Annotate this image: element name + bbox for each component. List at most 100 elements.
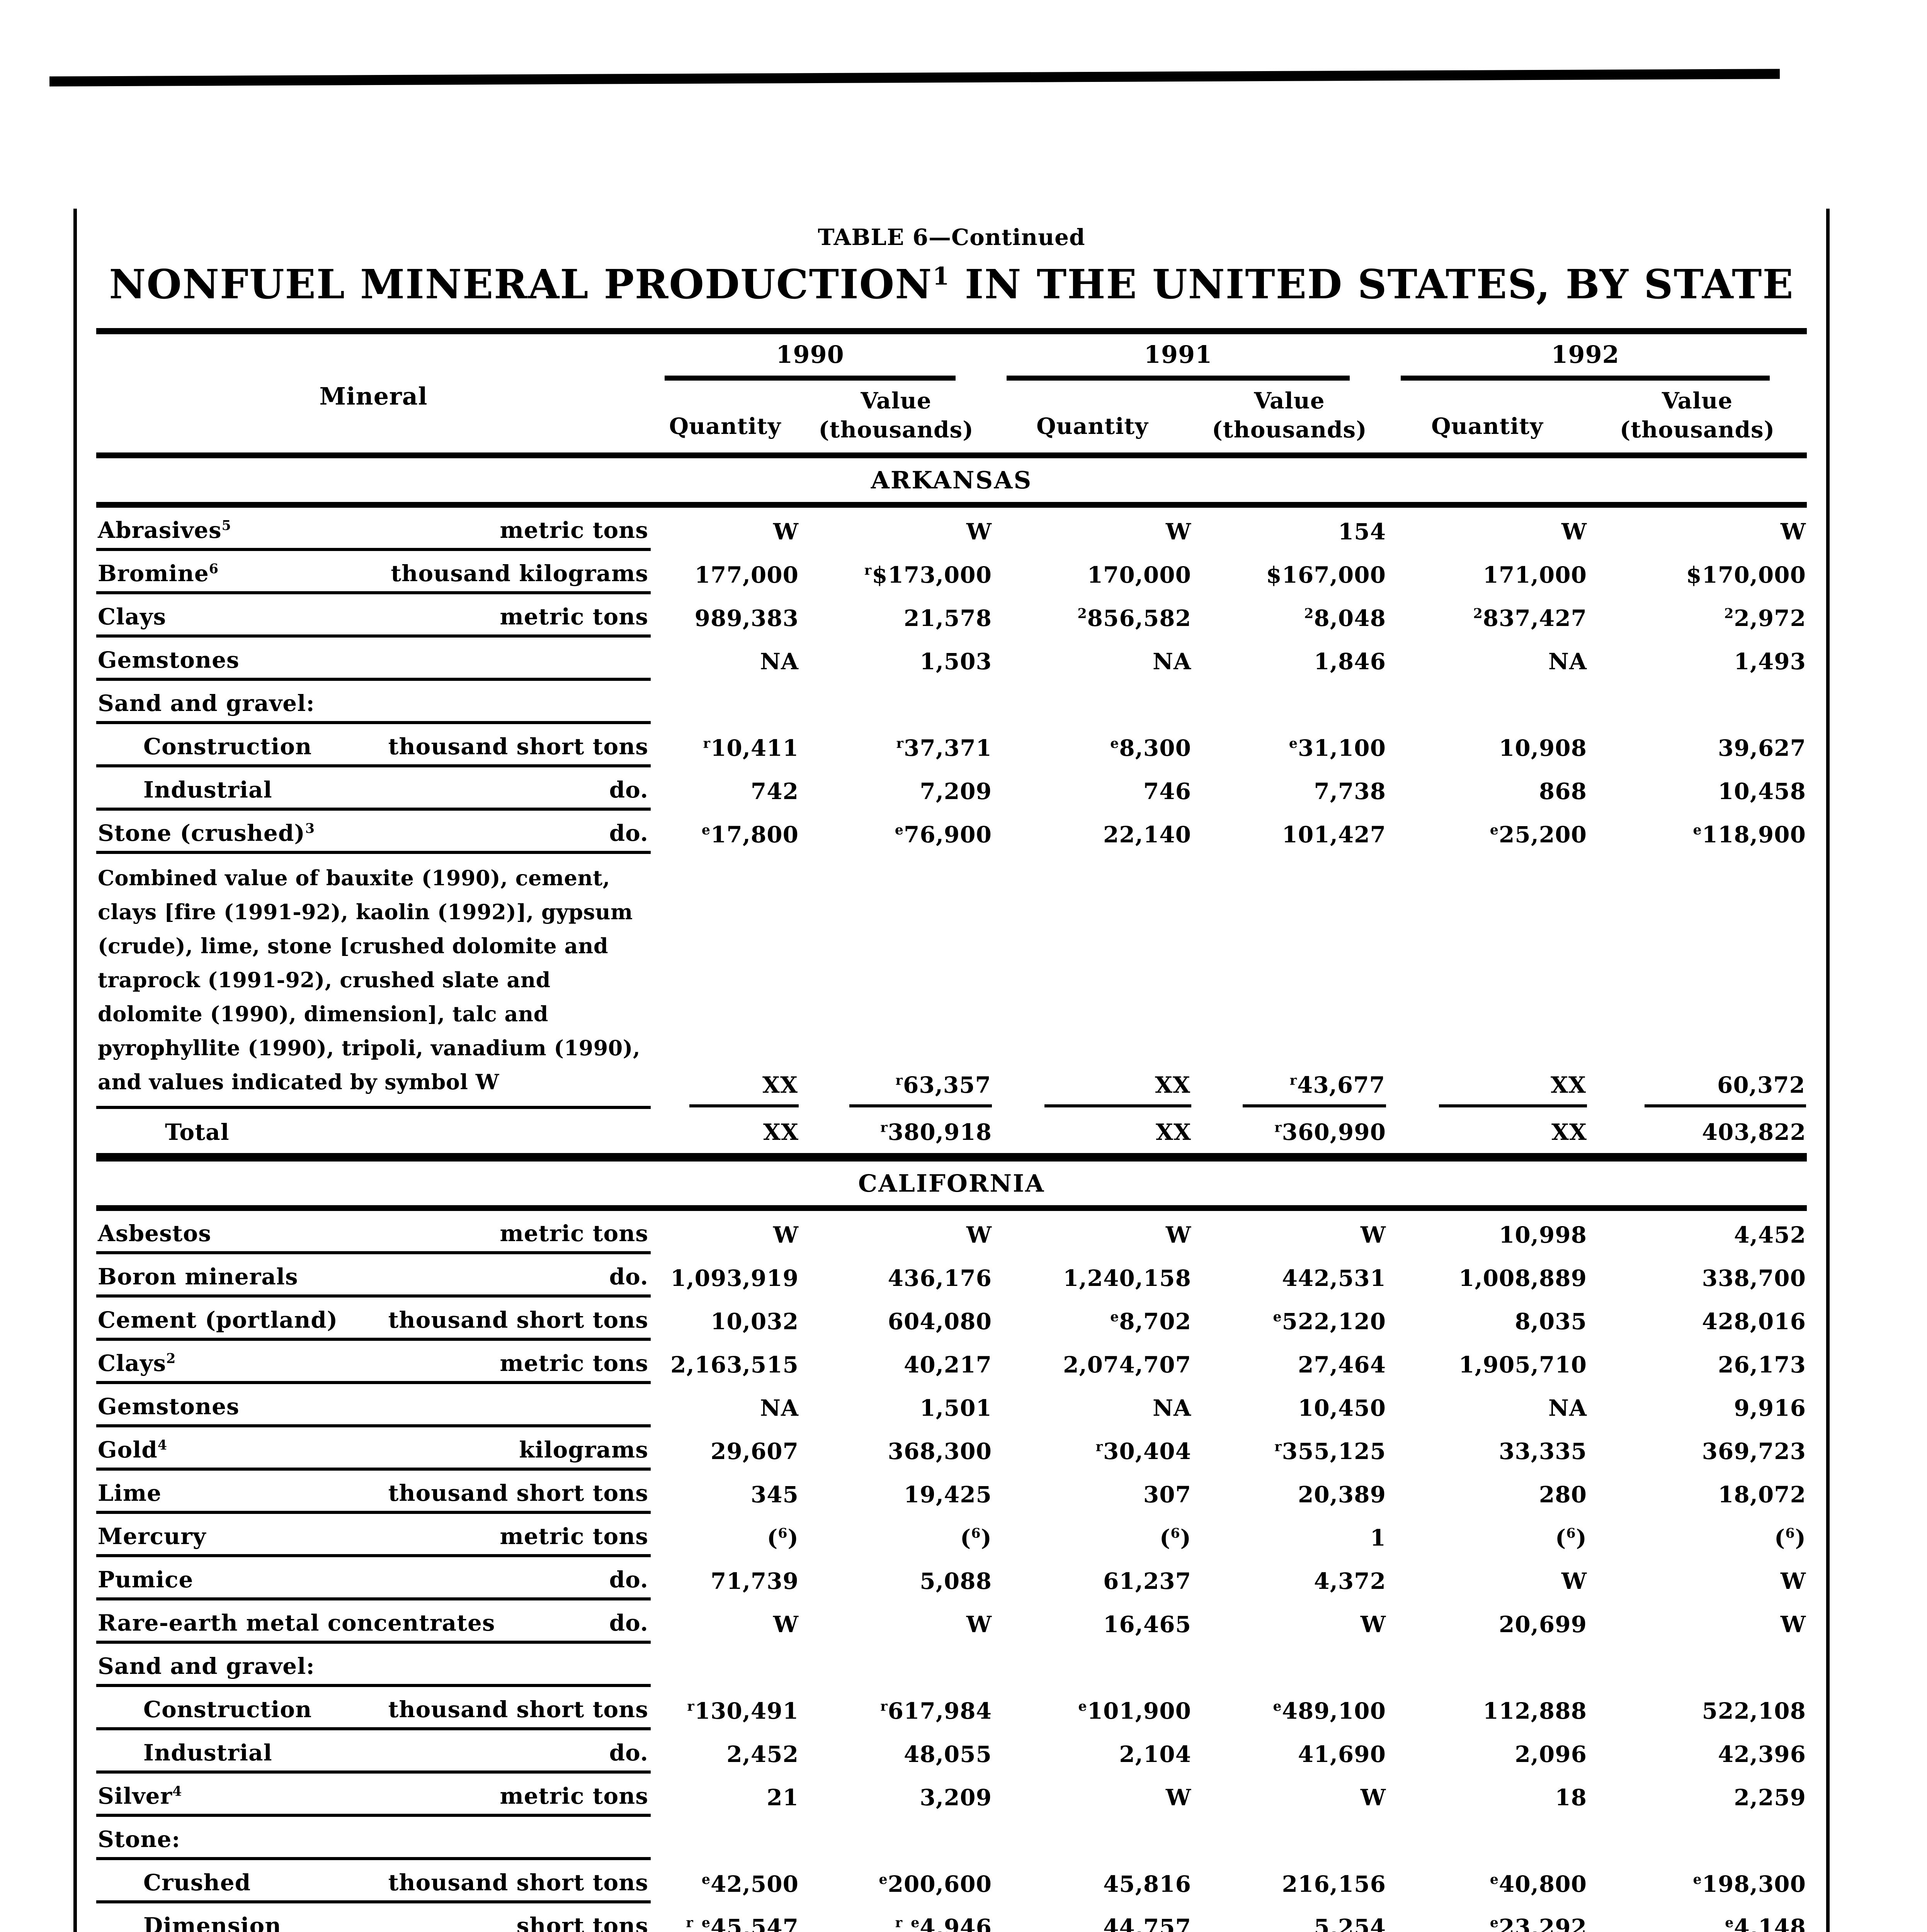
value-cell: e40,800 — [1490, 1871, 1587, 1897]
unit: thousand short tons — [388, 1696, 648, 1723]
value-cell: (6) — [1774, 1524, 1806, 1551]
unit: metric tons — [500, 603, 648, 630]
mineral-label-cell: Lime thousand short tons — [96, 1469, 651, 1514]
value-cell: 8,035 — [1515, 1308, 1587, 1335]
mineral-name: Construction — [143, 1696, 312, 1723]
data-row: Industrial do. 2,452 48,055 2,104 41,690 2,096… — [96, 1728, 1807, 1774]
mineral-label-cell: Boron minerals do. — [96, 1252, 651, 1298]
value-cell: W — [1780, 1568, 1806, 1594]
value-cell: 45,816 — [1103, 1871, 1191, 1897]
value-cell: 4,452 — [1734, 1221, 1806, 1248]
label-wrap: Boron minerals do. — [98, 1264, 651, 1290]
value-cell: 436,176 — [888, 1265, 992, 1291]
quantity-header-1992: Quantity — [1431, 413, 1543, 439]
mineral-label-cell: Gemstones — [96, 1382, 651, 1427]
value-cell: W — [1360, 1221, 1386, 1248]
value-cell: 9,916 — [1734, 1395, 1806, 1421]
mineral-name: Sand and gravel: — [98, 1653, 315, 1679]
value-cell: 3,209 — [920, 1784, 992, 1811]
data-row: Gemstones NA 1,503 NA 1,846 NA 1,493 — [96, 636, 1807, 681]
value-cell: W — [1561, 1568, 1587, 1594]
value-cell: 989,383 — [694, 605, 799, 631]
value-cell: e200,600 — [879, 1871, 992, 1897]
value-cell: 18 — [1555, 1784, 1587, 1811]
data-row: Dimension short tons r e45,547 r e4,946 44,7… — [96, 1901, 1807, 1932]
value-cell: r617,984 — [880, 1697, 992, 1724]
mineral-label-cell: Construction thousand short tons — [96, 1685, 651, 1730]
table-frame: TABLE 6—Continued NONFUEL MINERAL PRODUC… — [73, 209, 1830, 1932]
table-number: TABLE 6—Continued — [818, 224, 1085, 250]
value-cell: 22,140 — [1103, 821, 1191, 848]
value-cell — [993, 1642, 1192, 1685]
value-cell: 10,458 — [1718, 778, 1806, 804]
label-wrap: Sand and gravel: — [98, 690, 651, 716]
data-row: Abrasives5 metric tons W W W 154 W W — [96, 505, 1807, 551]
mineral-name: Asbestos — [98, 1220, 211, 1247]
year-label-1990: 1990 — [665, 340, 956, 381]
unit: kilograms — [519, 1436, 648, 1463]
data-row: Clays2 metric tons 2,163,515 40,217 2,074,70… — [96, 1339, 1807, 1384]
value-cell: 60,372 — [1588, 852, 1807, 1107]
label-wrap: Dimension short tons — [98, 1913, 651, 1932]
pre-total-value: XX — [689, 1072, 799, 1107]
value-cell: 2,104 — [1119, 1741, 1191, 1767]
mineral-name: Construction — [143, 733, 312, 760]
value-cell — [993, 1815, 1192, 1859]
value-cell — [799, 679, 993, 723]
label-wrap: Industrial do. — [98, 777, 651, 803]
value-cell: 442,531 — [1282, 1265, 1386, 1291]
value-cell: 61,237 — [1103, 1568, 1191, 1594]
mineral-name: Industrial — [143, 776, 272, 803]
mineral-label-cell: Pumice do. — [96, 1555, 651, 1600]
label-wrap: Industrial do. — [98, 1740, 651, 1766]
value-cell: 19,425 — [904, 1481, 992, 1508]
value-cell — [1192, 1815, 1387, 1859]
value-cell: e8,300 — [1110, 735, 1191, 761]
page-top-rule — [49, 69, 1780, 87]
value-cell — [799, 1642, 993, 1685]
value-header-1990: Value (thousands) — [799, 381, 993, 455]
data-row: Pumice do. 71,739 5,088 61,237 4,372 W W — [96, 1555, 1807, 1600]
measure-header-row: Quantity Value (thousands) Quantity Valu… — [96, 381, 1807, 455]
label-wrap: Construction thousand short tons — [98, 1696, 651, 1723]
value-cell: 742 — [750, 778, 799, 804]
value-cell: 428,016 — [1702, 1308, 1806, 1335]
value-cell: 1,846 — [1314, 648, 1386, 675]
mineral-name: Gold4 — [98, 1436, 168, 1463]
value-label: Value — [861, 388, 932, 414]
value-cell: 7,209 — [920, 778, 992, 804]
value-cell — [1192, 679, 1387, 723]
mineral-name: Gemstones — [98, 646, 240, 673]
value-cell: NA — [1548, 1395, 1587, 1421]
mineral-name: Gemstones — [98, 1393, 240, 1420]
value-cell: r37,371 — [896, 735, 992, 761]
mineral-name: Dimension — [143, 1912, 282, 1932]
value-cell: W — [773, 1221, 799, 1248]
label-wrap: Gemstones — [98, 647, 651, 673]
mineral-name: Industrial — [143, 1739, 272, 1766]
value-cell: 2,074,707 — [1063, 1351, 1191, 1378]
unit: thousand short tons — [388, 1306, 648, 1333]
value-label: Value — [1662, 388, 1733, 414]
value-cell: W — [1780, 518, 1806, 545]
mineral-name: Mercury — [98, 1523, 206, 1549]
mineral-label-cell: Cement (portland) thousand short tons — [96, 1296, 651, 1341]
mineral-label-cell: Silver4 metric tons — [96, 1772, 651, 1817]
value-cell: 1,240,158 — [1063, 1265, 1191, 1291]
year-1990-header: 1990 — [651, 331, 993, 381]
value-cell: $167,000 — [1266, 561, 1386, 588]
value-cell — [651, 1815, 799, 1859]
value-cell: NA — [760, 648, 799, 675]
value-cell: 29,607 — [711, 1438, 799, 1464]
value-cell: 338,700 — [1702, 1265, 1806, 1291]
value-cell: 369,723 — [1702, 1438, 1806, 1464]
value-cell: e25,200 — [1490, 821, 1587, 848]
unit: metric tons — [500, 517, 648, 543]
section-title: CALIFORNIA — [96, 1154, 1807, 1211]
value-cell: 10,032 — [711, 1308, 799, 1335]
unit: metric tons — [500, 1782, 648, 1809]
table-header: Mineral 1990 1991 1992 Quantity Value (t… — [96, 331, 1807, 455]
mineral-label-cell: Mercury metric tons — [96, 1512, 651, 1557]
value-cell: 28,048 — [1304, 605, 1386, 631]
value-cell: 21,578 — [904, 605, 992, 631]
